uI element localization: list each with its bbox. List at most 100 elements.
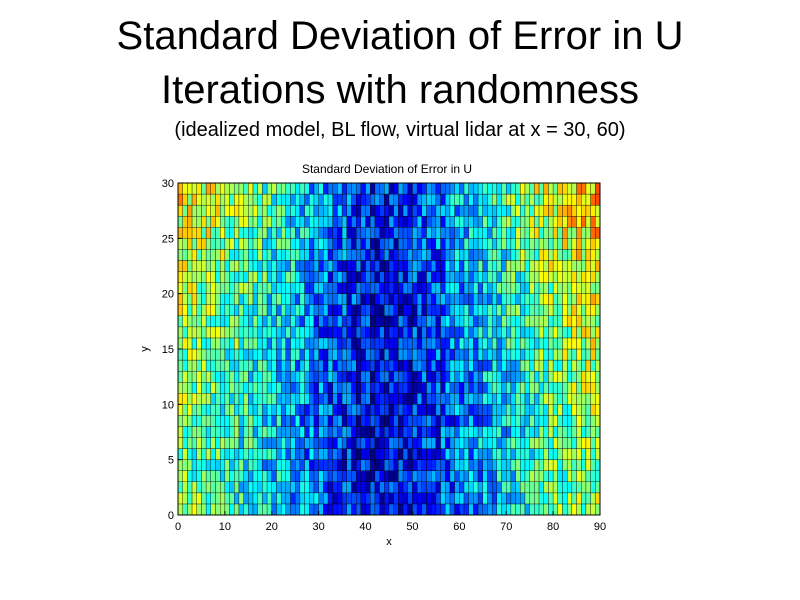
heatmap-cell [435,260,441,272]
heatmap-cell [323,182,329,195]
heatmap-cell [398,359,404,372]
heatmap-cell [407,282,413,294]
heatmap-cell [182,271,188,283]
heatmap-cell [379,260,385,272]
heatmap-cell [421,249,427,261]
heatmap-cell [295,249,301,261]
heatmap-cell [445,426,451,438]
heatmap-cell [534,448,540,460]
heatmap-cell [309,359,315,372]
heatmap-cell [529,227,535,239]
heatmap-cell [477,448,483,460]
heatmap-cell [295,216,301,228]
heatmap-cell [431,204,437,217]
heatmap-cell [234,304,240,316]
heatmap-cell [374,304,380,316]
heatmap-cell [182,326,188,339]
heatmap-cell [468,481,474,494]
heatmap-cell [491,260,498,272]
heatmap-cell [431,337,437,350]
heatmap-cell [510,382,516,394]
heatmap-cell [309,216,315,228]
heatmap-cell [351,238,357,250]
heatmap-cell [501,238,507,250]
heatmap-cell [205,370,211,383]
heatmap-cell [548,470,554,482]
heatmap-cell [229,337,235,350]
heatmap-cell [374,271,380,283]
heatmap-cell [552,260,558,272]
heatmap-cell [501,481,507,494]
heatmap-cell [445,459,451,471]
heatmap-cell [346,470,352,482]
heatmap-cell [201,227,207,239]
heatmap-cell [567,282,573,294]
heatmap-cell [571,182,577,195]
heatmap-cell [496,481,502,494]
heatmap-cell [252,204,258,217]
heatmap-cell [360,227,366,239]
heatmap-cell [538,470,544,482]
heatmap-cell [576,193,582,206]
heatmap-cell [205,492,211,505]
heatmap-cell [205,459,211,471]
heatmap-cell [327,448,333,460]
heatmap-cell [370,448,376,460]
heatmap-cell [445,216,451,228]
heatmap-cell [257,238,263,250]
heatmap-cell [313,370,319,383]
heatmap-cell [374,370,380,383]
heatmap-cell [351,282,357,294]
heatmap-cell [463,370,469,383]
heatmap-cell [280,249,287,261]
heatmap-cell [506,238,512,250]
heatmap-cell [487,216,493,228]
heatmap-cell [295,204,301,217]
heatmap-cell [196,315,202,328]
heatmap-cell [341,481,347,494]
heatmap-cell [295,337,301,350]
heatmap-cell [435,459,441,471]
heatmap-cell [435,470,441,482]
heatmap-cell [463,304,469,316]
heatmap-cell [318,227,324,239]
heatmap-cell [224,437,230,449]
heatmap-cell [393,227,399,239]
x-axis-label: x [386,536,392,548]
heatmap-cell [205,249,211,261]
heatmap-cell [327,492,333,505]
heatmap-cell [388,382,394,394]
heatmap-cell [374,404,380,416]
heatmap-cell [407,326,413,339]
heatmap-cell [191,492,197,505]
heatmap-cell [332,337,338,350]
heatmap-cell [538,337,544,350]
heatmap-cell [388,238,394,250]
heatmap-cell [529,293,535,305]
heatmap-cell [393,293,399,305]
heatmap-cell [191,238,197,250]
heatmap-cell [515,216,521,228]
heatmap-cell [323,459,329,471]
heatmap-cell [454,315,460,328]
heatmap-cell [365,393,371,405]
heatmap-cell [323,470,329,482]
heatmap-cell [482,315,488,328]
heatmap-cell [454,370,460,383]
heatmap-cell [266,293,272,305]
heatmap-cell [252,260,258,272]
heatmap-cell [416,182,422,195]
heatmap-cell [196,492,202,505]
x-tick-label: 80 [547,521,559,533]
heatmap-cell [243,459,249,471]
heatmap-cell [182,304,188,316]
heatmap-cell [224,404,230,416]
heatmap-cell [285,304,291,316]
heatmap-cell [356,481,362,494]
heatmap-cell [341,193,347,206]
heatmap-cell [196,470,202,482]
heatmap-cell [567,204,573,217]
heatmap-cell [299,426,305,438]
heatmap-cell [449,304,455,316]
